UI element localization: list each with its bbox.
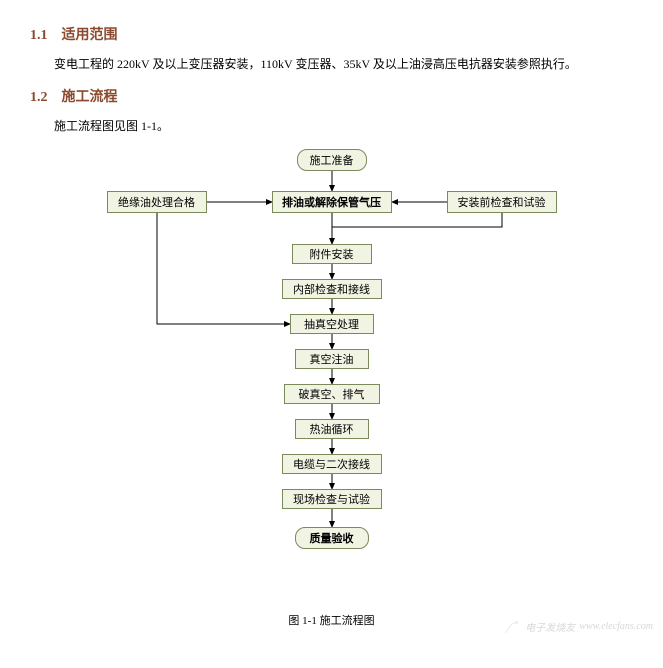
- heading-1-1: 1.1 适用范围: [30, 24, 633, 44]
- flow-node-n_hotoil: 热油循环: [295, 419, 369, 439]
- flow-node-n_attach: 附件安装: [292, 244, 372, 264]
- watermark-brand: 电子发烧友: [525, 619, 575, 634]
- heading-1-2: 1.2 施工流程: [30, 86, 633, 106]
- heading-num: 1.2: [30, 90, 48, 105]
- flow-edge-13: [332, 213, 502, 227]
- flow-node-n_siteck: 现场检查与试验: [282, 489, 382, 509]
- watermark-url: www.elecfans.com: [579, 621, 653, 632]
- flow-node-n_preinsp: 安装前检查和试验: [447, 191, 557, 213]
- heading-num: 1.1: [30, 28, 48, 43]
- flow-edge-12: [157, 213, 290, 324]
- flow-node-n_prep: 施工准备: [297, 149, 367, 171]
- flow-node-n_vacuum: 抽真空处理: [290, 314, 374, 334]
- heading-title: 适用范围: [62, 28, 118, 43]
- flow-node-n_drain: 排油或解除保管气压: [272, 191, 392, 213]
- heading-title: 施工流程: [62, 90, 118, 105]
- paragraph-flow-ref: 施工流程图见图 1-1。: [30, 116, 633, 136]
- flow-node-n_cable: 电缆与二次接线: [282, 454, 382, 474]
- flow-node-n_oilok: 绝缘油处理合格: [107, 191, 207, 213]
- flow-node-n_breakvac: 破真空、排气: [284, 384, 380, 404]
- flow-node-n_vacfill: 真空注油: [295, 349, 369, 369]
- construction-flowchart: 施工准备排油或解除保管气压 绝缘油处理合格 安装前检查和试验附件安装内部检查和接线抽…: [32, 149, 632, 604]
- watermark-icon: [503, 618, 521, 636]
- flow-node-n_innerck: 内部检查和接线: [282, 279, 382, 299]
- flow-node-n_acc: 质量验收: [295, 527, 369, 549]
- watermark: 电子发烧友 www.elecfans.com: [503, 618, 653, 636]
- paragraph-scope: 变电工程的 220kV 及以上变压器安装，110kV 变压器、35kV 及以上油…: [30, 54, 633, 74]
